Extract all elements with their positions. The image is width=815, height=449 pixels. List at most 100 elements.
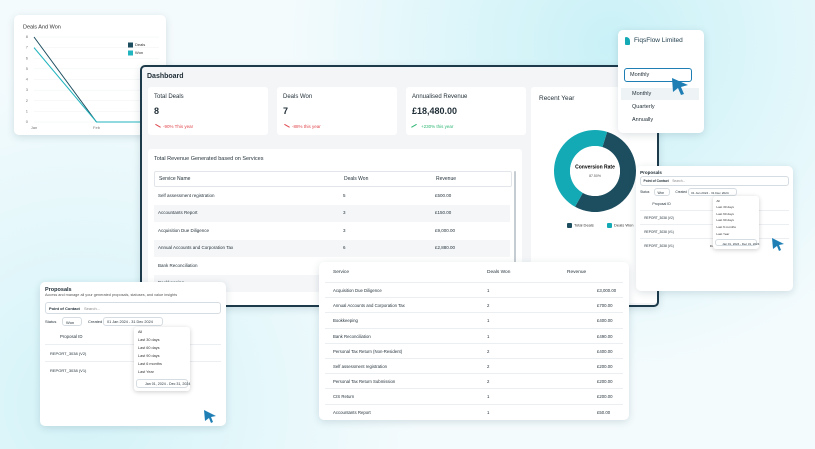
column-header: Service	[333, 270, 349, 275]
date-select[interactable]: 01 Jan 2024 - 31 Dec 2024	[687, 188, 737, 196]
table-cell: Self assessment registration	[158, 192, 215, 198]
series-line	[33, 47, 159, 123]
table-cell: Acquisition Due Diligence	[158, 227, 210, 233]
picker-range: Jan 01, 2024 - Dec 31, 2024	[722, 241, 760, 246]
table-cell: £200.00	[597, 364, 613, 369]
stat-value: 8	[154, 106, 160, 116]
table-row: CIS Return 1 £200.00	[325, 388, 623, 404]
donut-center	[570, 146, 620, 196]
trend-icon	[282, 123, 290, 132]
date-option: Last 30 days	[138, 338, 160, 342]
table-cell: £150.00	[435, 210, 452, 215]
status-label: Status	[45, 319, 57, 324]
contact-filter: Point of Contact	[643, 179, 669, 184]
proposal-id: REPORT_3038 (V1)	[644, 243, 674, 248]
y-tick-label: 8	[26, 34, 29, 39]
period-select[interactable]: Monthly	[624, 68, 692, 82]
selected-value: Monthly	[630, 72, 650, 78]
donut-title: Conversion Rate	[575, 164, 615, 170]
legend-label: Total Deals	[574, 223, 594, 228]
table-cell: £400.00	[597, 348, 613, 354]
legend-swatch	[567, 223, 572, 228]
table-row: Annual Accounts and Corporation Tax 6 £2,8…	[154, 239, 510, 257]
legend-swatch	[607, 223, 612, 228]
trend-icon	[411, 123, 419, 132]
table-row: Self assessment registration 2 £200.00	[325, 358, 623, 374]
stat-change: -88% this year	[292, 124, 321, 129]
date-range: 01 Jan 2024 - 31 Dec 2024	[107, 320, 153, 324]
table-cell: 6	[343, 245, 346, 250]
row-divider	[45, 344, 221, 345]
table-cell: £400.00	[597, 318, 613, 324]
contact-filter: Point of Contact	[49, 306, 80, 311]
table-cell: 5	[343, 192, 346, 198]
table-cell: £490.00	[597, 333, 613, 339]
search-input: Search...	[672, 179, 686, 184]
date-range: 01 Jan 2024 - 31 Dec 2024	[691, 190, 729, 195]
stat-change: +230% this year	[421, 124, 454, 129]
table-cell: 3	[343, 227, 346, 233]
column-header: Revenue	[567, 270, 587, 275]
panel-subtitle: Access and manage all your generated pro…	[45, 293, 178, 297]
option[interactable]: Annually	[621, 114, 699, 126]
table-cell: £500.00	[435, 192, 452, 198]
date-option: Last 30 days	[716, 205, 734, 210]
proposals-card: Proposals Point of Contact Search... Status…	[636, 166, 793, 291]
legend-label: Deals	[135, 42, 145, 47]
column-header: Proposal ID	[652, 202, 671, 207]
table-cell: 2	[487, 364, 490, 369]
date-option: Last Year	[716, 231, 730, 236]
org-menu-card: FiqsFlow Limited Monthly Monthly Quarterly A…	[618, 30, 704, 133]
date-picker[interactable]: Jan 01, 2024 - Dec 31, 2024	[714, 238, 760, 247]
table-row: Bank Reconciliation 1 £490.00	[325, 327, 623, 344]
table-cell: Bookkeeping	[333, 318, 358, 324]
panel-title: Proposals	[45, 287, 72, 293]
table-cell: £3,000.00	[597, 288, 617, 293]
table-cell: Annual Accounts and Corporation Tax	[333, 303, 405, 309]
stat-label: Total Deals	[154, 94, 184, 100]
date-option: Last 60 days	[716, 211, 734, 216]
column-header: Proposal ID	[60, 334, 83, 339]
table-row: Accountants Report 1 £50.00	[325, 403, 623, 420]
table-cell: £700.00	[597, 303, 613, 309]
status-select[interactable]: Won	[62, 317, 82, 326]
table-cell: £50.00	[597, 409, 611, 415]
options-list: Monthly Quarterly Annually	[621, 88, 699, 128]
option[interactable]: Monthly	[621, 88, 699, 100]
row-divider	[45, 361, 221, 362]
table-cell: 2	[487, 348, 490, 354]
table-cell: Bank Reconciliation	[333, 333, 371, 339]
table-cell: Accountants Report	[158, 210, 198, 215]
table-cell: £9,000.00	[435, 227, 456, 233]
x-tick-label: Jan	[31, 125, 37, 130]
table-cell: 1	[487, 394, 490, 400]
stat-label: Annualised Revenue	[412, 94, 468, 100]
legend-swatch	[128, 50, 133, 56]
y-tick-label: 5	[26, 66, 29, 71]
line-chart: Deals And Won012345678JanFebMarDealsWon	[23, 24, 163, 130]
column-header: Deals Won	[487, 270, 511, 275]
option[interactable]: Quarterly	[621, 101, 699, 113]
table-cell: 3	[343, 210, 346, 215]
date-select[interactable]: 01 Jan 2024 - 31 Dec 2024	[103, 317, 163, 326]
x-tick-label: Feb	[93, 125, 101, 130]
table-cell: 1	[487, 288, 490, 293]
trend-icon	[153, 123, 161, 132]
table-row: Self assessment registration 5 £500.00	[154, 187, 510, 204]
status-select[interactable]: Won	[654, 188, 671, 196]
date-dropdown: All Last 30 days Last 60 days Last 90 days L…	[134, 327, 190, 391]
services-table-card: Service Deals Won Revenue Acquisition Due D…	[319, 262, 629, 420]
legend-label: Won	[135, 50, 143, 55]
date-picker[interactable]: Jan 01, 2024 - Dec 31, 2024	[136, 379, 191, 388]
stat-value: 7	[283, 106, 289, 116]
table-cell: 1	[487, 333, 490, 339]
proposal-id: REPORT_3038 (V2)	[50, 351, 87, 356]
option-label: Annually	[632, 117, 654, 123]
stat-card: Annualised Revenue £18,480.00 +230% this y…	[406, 87, 526, 135]
picker-range: Jan 01, 2024 - Dec 31, 2024	[145, 382, 191, 386]
table-header: Service Name Deals Won Revenue	[154, 171, 512, 187]
org-name: FiqsFlow Limited	[634, 37, 683, 44]
table-row: Acquisition Due Diligence 3 £9,000.00	[154, 222, 510, 239]
date-option: Last 6 months	[138, 362, 162, 366]
y-tick-label: 6	[26, 55, 29, 60]
